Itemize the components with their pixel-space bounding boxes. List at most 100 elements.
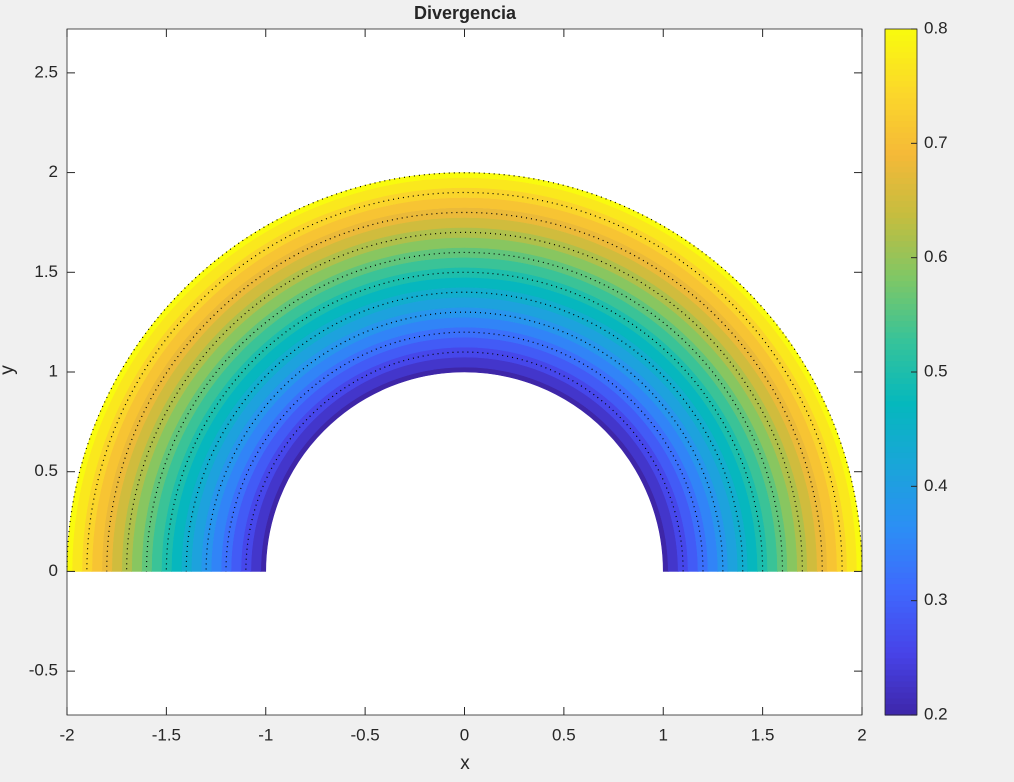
colorbar-cell — [885, 554, 917, 562]
colorbar-cell — [885, 86, 917, 93]
contour-line — [145, 251, 784, 572]
colorbar-cell — [885, 177, 917, 184]
contour-line — [225, 331, 704, 572]
colorbar-cell — [885, 389, 917, 396]
colorbar-cell — [885, 577, 917, 585]
colorbar-cell — [885, 137, 917, 144]
colorbar-cell — [885, 417, 917, 425]
colorbar-cell — [885, 194, 917, 202]
colorbar-cell — [885, 657, 917, 665]
colorbar-cell — [885, 97, 917, 104]
colorbar-cell — [885, 269, 917, 276]
colorbar-cell — [885, 326, 917, 333]
colorbar-cell — [885, 274, 917, 282]
colorbar-cell — [885, 520, 917, 527]
x-tick-label: 0.5 — [552, 725, 576, 744]
colorbar-cell — [885, 383, 917, 390]
colorbar-cell — [885, 532, 917, 539]
y-tick-label: -0.5 — [29, 661, 58, 680]
colorbar-tick-label: 0.4 — [924, 476, 948, 495]
colorbar-cell — [885, 526, 917, 533]
colorbar-cell — [885, 623, 917, 630]
colorbar-cell — [885, 617, 917, 625]
colorbar-cell — [885, 686, 917, 693]
colorbar-cell — [885, 217, 917, 224]
contour-line — [86, 191, 843, 572]
colorbar-cell — [885, 549, 917, 556]
colorbar-cell — [885, 469, 917, 476]
colorbar-cell — [885, 566, 917, 573]
y-tick-label: 1 — [49, 361, 58, 380]
colorbar-cell — [885, 354, 917, 362]
colorbar-cell — [885, 412, 917, 419]
contour-line — [205, 311, 724, 572]
colorbar-cell — [885, 663, 917, 670]
colorbar-cell — [885, 149, 917, 156]
colorbar-cell — [885, 114, 917, 122]
colorbar-cell — [885, 154, 917, 162]
colorbar-tick-label: 0.6 — [924, 247, 948, 266]
colorbar-cell — [885, 486, 917, 493]
colorbar-cell — [885, 572, 917, 579]
colorbar-cell — [885, 503, 917, 510]
colorbar-cell — [885, 57, 917, 64]
x-tick-label: -2 — [59, 725, 74, 744]
colorbar-cell — [885, 63, 917, 70]
colorbar-cell — [885, 120, 917, 127]
colorbar-cell — [885, 612, 917, 619]
colorbar-cell — [885, 166, 917, 173]
colorbar-cell — [885, 69, 917, 76]
colorbar-cell — [885, 589, 917, 596]
colorbar-cell — [885, 171, 917, 179]
colorbar-cell — [885, 183, 917, 190]
colorbar-cell — [885, 257, 917, 264]
colorbar-cell — [885, 263, 917, 270]
colorbar-cell — [885, 314, 917, 322]
y-axis-label: y — [0, 365, 18, 375]
colorbar-cell — [885, 360, 917, 367]
colorbar-tick-label: 0.8 — [924, 18, 948, 37]
colorbar-cell — [885, 126, 917, 133]
colorbar-cell — [885, 246, 917, 253]
colorbar-cell — [885, 674, 917, 682]
contour-line — [165, 271, 764, 572]
colorbar-cell — [885, 629, 917, 636]
colorbar-cell — [885, 423, 917, 430]
colorbar-cell — [885, 543, 917, 550]
colorbar-tick-label: 0.7 — [924, 133, 948, 152]
colorbar-cell — [885, 131, 917, 139]
y-tick-label: 1.5 — [34, 262, 58, 281]
colorbar-cell — [885, 394, 917, 402]
colorbar-cell — [885, 400, 917, 407]
colorbar-cell — [885, 343, 917, 350]
colorbar-cell — [885, 697, 917, 705]
colorbar-cell — [885, 143, 917, 150]
colorbar-tick-label: 0.3 — [924, 590, 948, 609]
colorbar-cell — [885, 309, 917, 316]
colorbar-cell — [885, 434, 917, 442]
colorbar-cell — [885, 692, 917, 699]
colorbar-cell — [885, 229, 917, 236]
colorbar-cell — [885, 600, 917, 607]
colorbar-cell — [885, 440, 917, 447]
colorbar-cell — [885, 652, 917, 659]
x-tick-label: 1.5 — [751, 725, 775, 744]
colorbar-cell — [885, 457, 917, 465]
y-tick-label: 2 — [49, 162, 58, 181]
chart-title: Divergencia — [414, 3, 517, 23]
colorbar-cell — [885, 303, 917, 310]
colorbar-cell — [885, 200, 917, 207]
x-tick-label: -1.5 — [152, 725, 181, 744]
colorbar-cell — [885, 331, 917, 339]
colorbar-cell — [885, 291, 917, 299]
colorbar-cell — [885, 160, 917, 167]
y-tick-label: 0.5 — [34, 461, 58, 480]
colorbar-cell — [885, 606, 917, 613]
colorbar-cell — [885, 640, 917, 647]
colorbar-cell — [885, 349, 917, 356]
colorbar-cell — [885, 286, 917, 293]
colorbar-cell — [885, 703, 917, 710]
colorbar-cell — [885, 240, 917, 247]
